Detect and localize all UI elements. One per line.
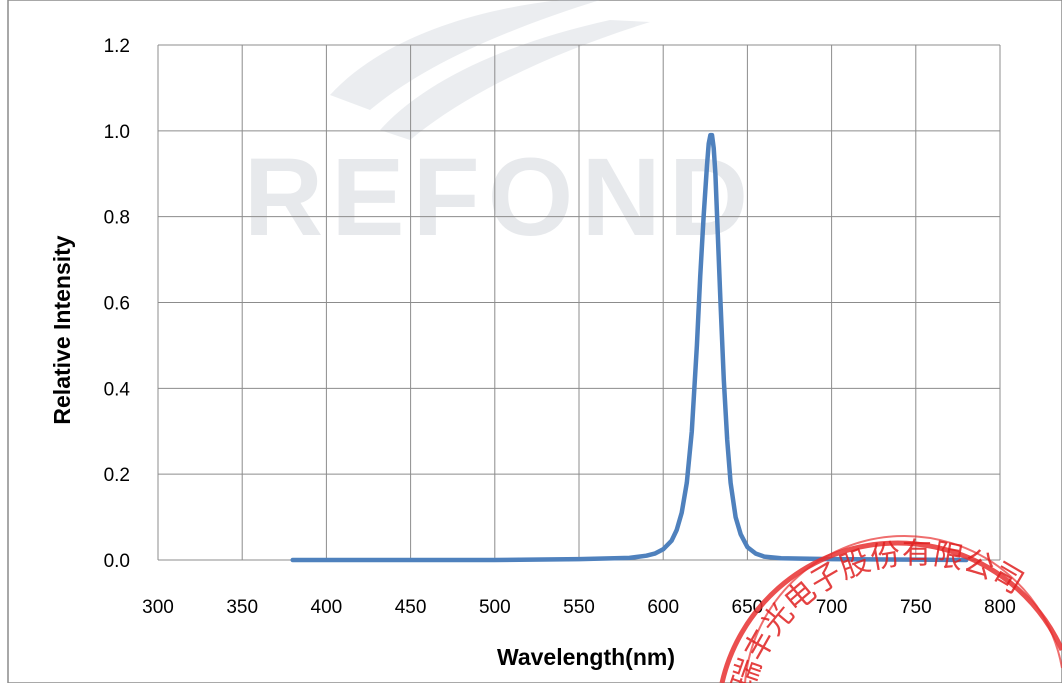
x-tick-labels: 300 350 400 450 500 550 600 650 700 750 800 [142,597,1016,618]
x-axis-label: Wavelength(nm) [497,644,675,670]
y-tick-label: 0.2 [104,465,130,486]
y-tick-label: 0.0 [104,551,130,572]
y-tick-label: 1.2 [104,36,130,57]
x-tick-label: 750 [900,597,932,618]
x-tick-label: 400 [311,597,343,618]
watermark-swoosh [380,20,650,140]
seal-ring-inner [744,535,1062,684]
x-tick-label: 500 [479,597,511,618]
y-tick-labels: 0.0 0.2 0.4 0.6 0.8 1.0 1.2 [104,36,131,572]
x-tick-label: 450 [395,597,427,618]
y-tick-label: 0.6 [104,294,130,315]
grid-lines [157,44,1001,561]
chart-frame [7,0,1062,684]
x-tick-label: 800 [984,597,1016,618]
x-tick-label: 550 [563,597,595,618]
y-tick-label: 0.4 [104,379,131,400]
y-tick-label: 0.8 [104,208,130,229]
series-layer [290,132,969,563]
x-tick-label: 350 [226,597,258,618]
x-tick-label: 700 [816,597,848,618]
watermark: REFOND [244,0,756,259]
spectrum-series-line [290,132,969,563]
seal-ring [719,540,1062,684]
watermark-text: REFOND [244,136,756,259]
y-axis-label: Relative Intensity [49,235,75,424]
x-tick-label: 300 [142,597,174,618]
x-tick-label: 600 [647,597,679,618]
y-tick-label: 1.0 [104,122,130,143]
watermark-swoosh [330,0,600,110]
